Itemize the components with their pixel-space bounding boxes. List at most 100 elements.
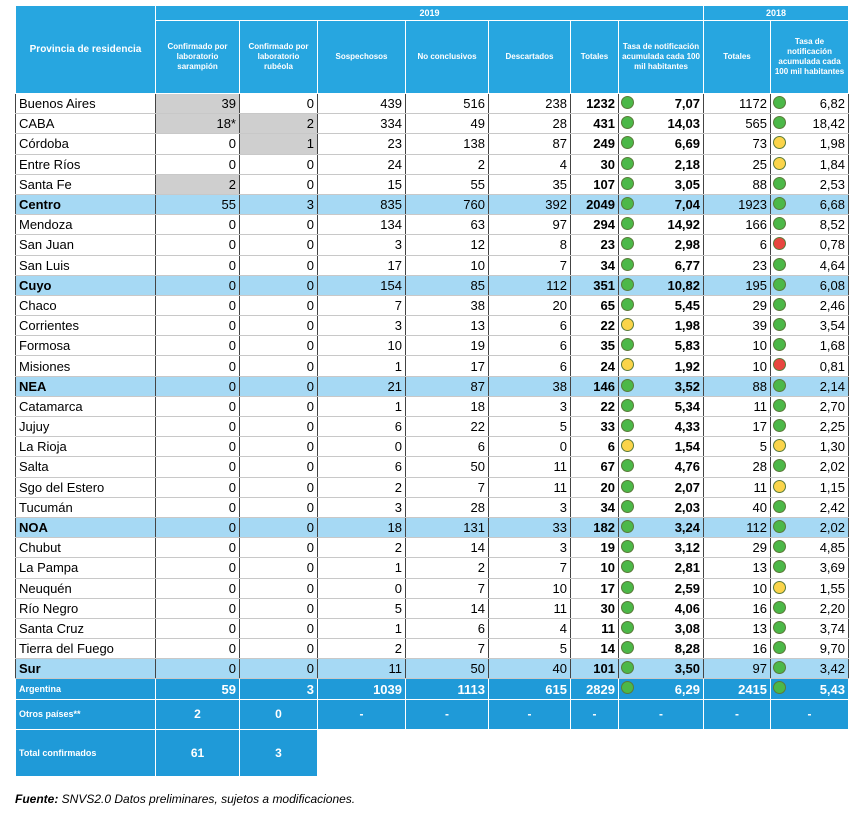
cell-text: 4,76	[674, 459, 701, 475]
cell-text: Mendoza	[19, 217, 73, 233]
table-cell: Entre Ríos	[15, 153, 156, 175]
table-cell: 154	[317, 274, 406, 296]
cell-text: -	[735, 707, 740, 722]
table-cell: 0	[239, 335, 318, 357]
cell-text: 0	[306, 419, 314, 435]
table-cell: San Juan	[15, 234, 156, 256]
table-cell: 4	[488, 617, 571, 640]
table-cell: Santa Cruz	[15, 617, 156, 640]
table-cell: -	[617, 698, 705, 730]
cell-text: 7	[559, 257, 567, 273]
cell-text: 21	[387, 378, 402, 394]
header-cell: Provincia de residencia	[15, 5, 156, 94]
cell-text: 0	[306, 560, 314, 576]
cell-text: Formosa	[19, 338, 71, 354]
cell-text: San Luis	[19, 257, 70, 273]
table-cell: 0	[155, 577, 240, 599]
table-cell: 7	[405, 577, 489, 599]
table-cell: 6	[703, 234, 772, 256]
cell-text: 29	[752, 297, 768, 313]
table-cell: 238	[488, 92, 571, 115]
cell-text: Entre Ríos	[19, 156, 81, 172]
cell-text: 5	[394, 600, 402, 616]
table-cell: 18,42	[770, 113, 850, 135]
cell-text: 1,54	[674, 439, 701, 455]
table-cell: 0	[239, 496, 318, 518]
cell-text: 0	[306, 479, 314, 495]
cell-text: Santa Fe	[19, 176, 72, 192]
table-cell: Mendoza	[15, 214, 156, 236]
table-cell: 1,84	[770, 153, 850, 175]
status-dot	[773, 479, 787, 493]
table-cell: 85	[405, 274, 489, 296]
table-cell: 10	[317, 335, 406, 357]
cell-text: 11	[753, 479, 768, 495]
cell-text: 10	[752, 338, 768, 354]
cell-text: 2	[394, 540, 402, 556]
table-cell: 1,92	[617, 355, 705, 377]
status-dot	[621, 338, 634, 352]
cell-text: 0	[306, 641, 314, 657]
cell-text: 1	[394, 358, 402, 374]
cell-text: 23	[600, 237, 615, 253]
table-cell: 4,33	[617, 415, 705, 438]
cell-text: 2,42	[819, 499, 846, 515]
cell-text: 3,54	[819, 318, 846, 334]
cell-text: 334	[380, 116, 402, 132]
cell-text: 0	[228, 217, 236, 233]
table-cell: La Rioja	[15, 436, 156, 458]
cases-table: Provincia de residencia 2019 2018 Confir…	[15, 5, 850, 777]
cell-text: 0	[306, 439, 314, 455]
table-cell: 7	[488, 557, 571, 579]
table-cell: 14	[405, 597, 489, 619]
cell-text: 28	[552, 116, 567, 132]
table-row: NOA 0 0 18 131 33 182 3,24 112 2,02	[15, 516, 850, 539]
cell-text: 17	[470, 358, 485, 374]
status-dot	[621, 519, 634, 533]
table-cell: 67	[570, 456, 619, 478]
table-cell: 5	[488, 415, 571, 438]
cell-text: Sgo del Estero	[19, 479, 105, 495]
table-cell: 11	[488, 456, 571, 478]
table-cell: 88	[703, 375, 772, 397]
table-cell: 1232	[570, 92, 619, 115]
cell-text: 5	[559, 419, 567, 435]
table-cell: 4,64	[770, 254, 850, 276]
header-cell: Confirmado por laboratorio sarampión	[155, 20, 240, 94]
cell-text: 34	[600, 257, 615, 273]
cell-text: 3	[559, 540, 567, 556]
table-cell: 0,81	[770, 355, 850, 377]
cell-text: 0	[306, 237, 314, 253]
table-cell: 0	[239, 92, 318, 115]
cell-text: 249	[593, 136, 615, 152]
cell-text: Tucumán	[19, 499, 73, 515]
cell-text: Córdoba	[19, 136, 69, 152]
cell-text: 3	[275, 745, 282, 760]
cell-text: 6,69	[674, 136, 701, 152]
table-cell: 4,06	[617, 597, 705, 619]
cell-text: 20	[600, 479, 615, 495]
cell-text: 0	[306, 398, 314, 414]
cell-text: 16	[752, 600, 768, 616]
cell-text: 101	[593, 661, 615, 677]
cell-text: 0	[306, 338, 314, 354]
cell-text: 13	[470, 318, 485, 334]
table-cell: 3,05	[617, 173, 705, 195]
table-row: Misiones 0 0 1 17 6 24 1,92 10 0,81	[15, 355, 850, 377]
cell-text: 0	[228, 398, 236, 414]
table-cell: 3,52	[617, 375, 705, 397]
cell-text: 516	[463, 96, 485, 112]
cell-text: 0	[306, 176, 314, 192]
table-cell: 0	[239, 436, 318, 458]
status-dot	[621, 378, 634, 392]
table-cell: 50	[405, 658, 489, 680]
cell-text: 2829	[586, 681, 615, 697]
table-cell: 63	[405, 214, 489, 236]
table-cell: 29	[703, 537, 772, 559]
status-dot	[621, 358, 634, 372]
cell-text: 0	[394, 439, 402, 455]
cell-text: 1,55	[819, 580, 846, 596]
table-cell: 55	[155, 193, 240, 216]
table-cell: 39	[155, 92, 240, 115]
status-dot	[621, 600, 634, 614]
